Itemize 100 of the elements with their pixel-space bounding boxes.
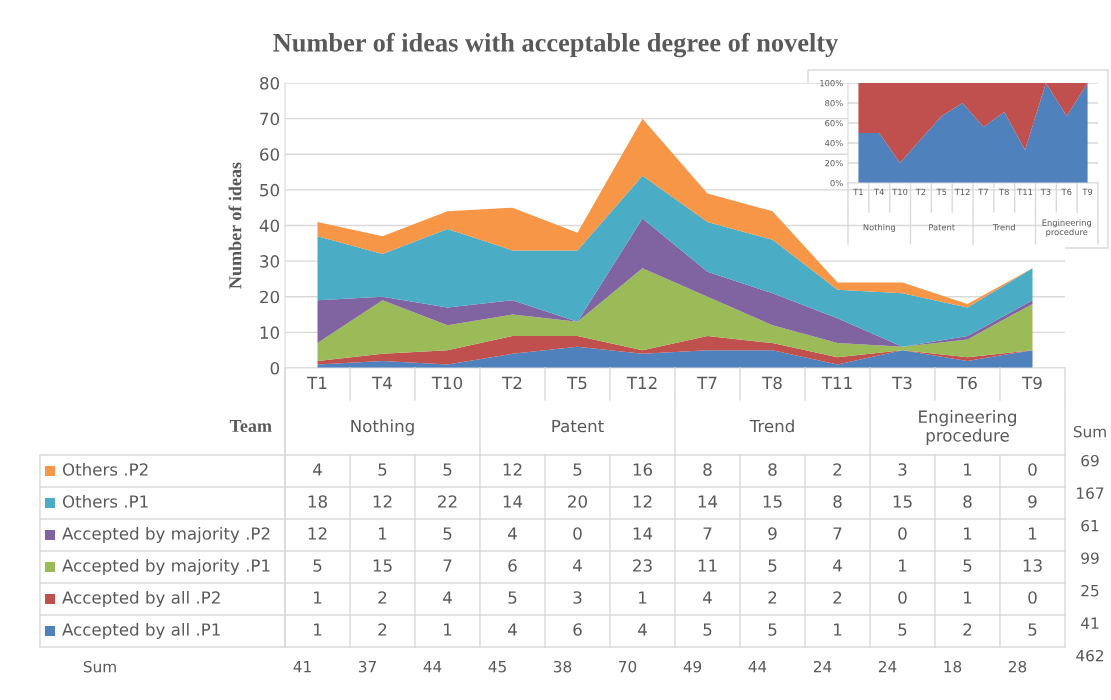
data-label: 4 — [508, 623, 517, 636]
y-tick-label: 30 — [260, 255, 280, 268]
text: 49 — [683, 660, 702, 673]
data-label: 0 — [1028, 591, 1037, 604]
y-tick-label: 50 — [260, 183, 280, 197]
data-label: 1 — [1029, 527, 1037, 540]
annotation: Nothing — [863, 223, 895, 233]
y-tick-label: 20% — [825, 159, 843, 167]
data-label: 14 — [633, 527, 653, 540]
annotation: Engineering procedure — [1042, 219, 1091, 237]
y-tick-label: 80 — [260, 76, 280, 90]
data-label: 1 — [964, 591, 972, 604]
legend-label: Accepted by majority .P1 — [62, 558, 270, 576]
data-label: 20 — [568, 495, 587, 508]
data-label: 4 — [833, 559, 842, 572]
x-tick-label: T9 — [1082, 188, 1093, 196]
y-tick-label: 80% — [825, 99, 843, 107]
data-label: 2 — [768, 591, 777, 604]
text: 462 — [1076, 649, 1104, 662]
text: Sum — [83, 660, 116, 673]
x-tick-label: T8 — [999, 188, 1009, 196]
x-tick-label: T12 — [626, 376, 657, 389]
data-label: 0 — [898, 527, 907, 540]
text: 25 — [1081, 584, 1099, 597]
data-label: 4 — [313, 463, 322, 476]
data-label: 5 — [573, 463, 582, 476]
data-label: 5 — [898, 623, 907, 636]
data-label: 8 — [963, 495, 972, 508]
data-label: 6 — [508, 559, 517, 572]
data-label: 5 — [313, 559, 322, 572]
legend-label: Others .P1 — [62, 494, 148, 508]
data-label: 5 — [443, 527, 452, 540]
data-label: 15 — [893, 495, 912, 508]
text: Engineering procedure — [919, 410, 1016, 445]
x-tick-label: T2 — [502, 376, 522, 389]
text: 28 — [1008, 660, 1027, 673]
data-label: 9 — [1028, 495, 1037, 508]
text: 18 — [944, 660, 962, 673]
x-tick-label: T2 — [915, 188, 926, 195]
data-label: 12 — [373, 495, 392, 508]
x-tick-label: T12 — [954, 188, 970, 195]
data-label: 7 — [833, 527, 842, 540]
text: 70 — [619, 660, 637, 673]
data-label: 1 — [964, 463, 972, 476]
legend-label: Accepted by all .P2 — [62, 590, 220, 608]
x-tick-label: T3 — [1040, 188, 1051, 196]
data-label: 3 — [898, 463, 907, 476]
y-tick-label: 40 — [259, 219, 280, 233]
annotation: Trend — [992, 223, 1015, 231]
y-tick-label: 60 — [260, 148, 280, 161]
data-label: 4 — [508, 527, 517, 540]
data-label: 5 — [508, 591, 517, 604]
data-label: 7 — [703, 527, 712, 540]
text: 61 — [1081, 519, 1099, 532]
text: Sum — [1073, 425, 1106, 438]
x-tick-label: T7 — [978, 188, 988, 195]
y-tick-label: 10 — [260, 326, 280, 339]
data-label: 5 — [443, 463, 452, 476]
x-tick-label: T9 — [1022, 376, 1042, 390]
y-tick-label: 100% — [820, 79, 843, 87]
legend-label: Others .P2 — [62, 462, 148, 476]
data-label: 4 — [703, 591, 712, 604]
x-tick-label: T6 — [957, 376, 977, 390]
x-tick-label: T5 — [567, 376, 587, 390]
data-label: 2 — [833, 463, 842, 476]
data-label: 15 — [763, 495, 782, 508]
x-tick-label: T1 — [853, 188, 863, 195]
text: 24 — [878, 660, 897, 673]
data-label: 4 — [573, 559, 582, 572]
data-label: 1 — [639, 591, 647, 604]
x-tick-label: T10 — [892, 188, 908, 196]
data-label: 1 — [834, 623, 842, 636]
text: 24 — [813, 660, 832, 673]
x-tick-label: T7 — [697, 376, 717, 389]
text: 44 — [423, 661, 442, 673]
data-label: 2 — [378, 623, 387, 636]
y-tick-label: 70 — [260, 112, 280, 126]
data-label: 1 — [314, 591, 322, 604]
data-label: 3 — [573, 591, 582, 604]
text: Patent — [552, 419, 604, 433]
x-tick-label: T11 — [1017, 188, 1033, 195]
x-tick-label: T4 — [874, 188, 884, 195]
legend-label: Accepted by majority .P2 — [62, 526, 270, 544]
data-label: 11 — [698, 559, 717, 572]
data-label: 1 — [964, 527, 972, 540]
y-tick-label: 20 — [260, 290, 280, 304]
data-label: 15 — [373, 559, 392, 572]
data-label: 5 — [768, 623, 777, 636]
x-tick-label: T3 — [892, 376, 912, 390]
y-axis-title: Number of ideas — [228, 162, 242, 289]
data-label: 12 — [633, 495, 652, 508]
text: 38 — [553, 660, 572, 673]
data-label: 0 — [1028, 463, 1037, 476]
data-label: 4 — [443, 591, 452, 604]
chart-title: Number of ideas with acceptable degree of novelty — [273, 32, 839, 58]
data-label: 1 — [899, 559, 907, 572]
text: 167 — [1077, 487, 1104, 499]
annotation: Patent — [929, 224, 955, 231]
data-label: 5 — [1028, 623, 1037, 636]
text: 99 — [1081, 552, 1099, 564]
